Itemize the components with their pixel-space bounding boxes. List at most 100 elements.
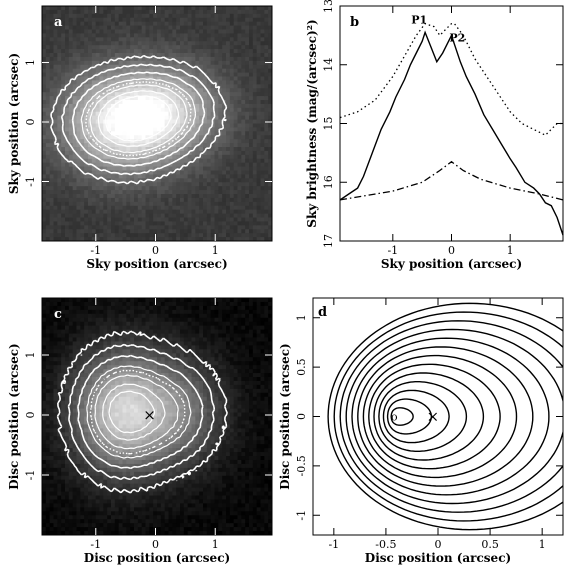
- pixel: [118, 329, 124, 335]
- pixel: [172, 205, 177, 211]
- pixel: [172, 60, 177, 66]
- pixel: [118, 174, 124, 179]
- pixel: [118, 456, 124, 461]
- pixel: [91, 182, 97, 187]
- pixel: [252, 205, 258, 211]
- pixel: [118, 420, 124, 425]
- x-tick-label: 1: [212, 244, 219, 257]
- pixel: [160, 107, 166, 113]
- pixel: [130, 72, 135, 78]
- pixel: [118, 201, 124, 207]
- pixel: [264, 84, 269, 89]
- pixel: [88, 329, 93, 335]
- pixel: [61, 479, 66, 485]
- pixel: [111, 29, 116, 35]
- pixel: [42, 139, 47, 144]
- pixel: [122, 166, 127, 172]
- pixel: [122, 205, 127, 211]
- pixel: [91, 100, 97, 105]
- pixel: [49, 135, 55, 140]
- pixel: [122, 305, 127, 311]
- pixel: [95, 213, 101, 219]
- pixel: [210, 56, 216, 62]
- pixel: [107, 217, 112, 223]
- pixel: [68, 456, 74, 461]
- pixel: [57, 404, 62, 410]
- pixel: [264, 72, 269, 78]
- pixel: [183, 217, 189, 223]
- pixel: [53, 197, 58, 203]
- pixel: [49, 313, 55, 319]
- pixel: [103, 103, 108, 109]
- pixel: [160, 147, 166, 152]
- pixel: [214, 186, 219, 191]
- pixel: [65, 178, 70, 183]
- pixel: [65, 515, 70, 520]
- pixel: [260, 88, 265, 93]
- pixel: [160, 194, 166, 199]
- pixel: [80, 519, 85, 524]
- pixel: [229, 41, 235, 46]
- pixel: [114, 123, 120, 129]
- pixel: [260, 100, 265, 105]
- pixel: [80, 233, 85, 238]
- pixel: [84, 84, 89, 89]
- pixel: [160, 237, 166, 241]
- pixel: [107, 479, 112, 485]
- pixel: [164, 154, 170, 160]
- pixel: [114, 301, 120, 307]
- pixel: [103, 365, 108, 370]
- pixel: [157, 182, 162, 187]
- pixel: [122, 309, 127, 315]
- pixel: [160, 158, 166, 164]
- pixel: [195, 217, 200, 223]
- pixel: [264, 123, 269, 129]
- pixel: [91, 361, 97, 366]
- pixel: [145, 205, 150, 211]
- pixel: [122, 111, 127, 117]
- pixel: [141, 17, 147, 23]
- pixel: [111, 21, 116, 27]
- pixel: [103, 353, 108, 358]
- pixel: [107, 201, 112, 207]
- pixel: [95, 459, 101, 465]
- pixel: [256, 166, 262, 172]
- pixel: [118, 325, 124, 331]
- pixel: [176, 45, 181, 50]
- pixel: [218, 197, 223, 203]
- pixel: [157, 190, 162, 195]
- pixel: [206, 237, 212, 241]
- pixel: [91, 459, 97, 465]
- pixel: [118, 37, 124, 42]
- pixel: [45, 511, 51, 516]
- pixel: [134, 64, 139, 70]
- pixel: [95, 396, 101, 402]
- pixel: [214, 56, 219, 62]
- pixel: [45, 53, 51, 58]
- pixel: [103, 6, 108, 11]
- pixel: [95, 436, 101, 441]
- pixel: [241, 9, 246, 15]
- pixel: [57, 80, 62, 85]
- pixel: [114, 205, 120, 211]
- pixel: [118, 209, 124, 215]
- pixel: [42, 309, 47, 315]
- pixel: [88, 456, 93, 461]
- pixel: [268, 29, 272, 35]
- pixel: [122, 80, 127, 85]
- pixel: [42, 456, 47, 461]
- pixel: [111, 456, 116, 461]
- pixel: [111, 92, 116, 97]
- pixel: [134, 237, 139, 241]
- pixel: [114, 33, 120, 38]
- pixel: [68, 396, 74, 402]
- pixel: [61, 353, 66, 358]
- pixel: [91, 396, 97, 402]
- pixel: [65, 17, 70, 23]
- pixel: [88, 123, 93, 129]
- pixel: [72, 384, 78, 390]
- pixel: [103, 507, 108, 512]
- pixel: [68, 84, 74, 89]
- pixel: [130, 213, 135, 219]
- pixel: [245, 100, 250, 105]
